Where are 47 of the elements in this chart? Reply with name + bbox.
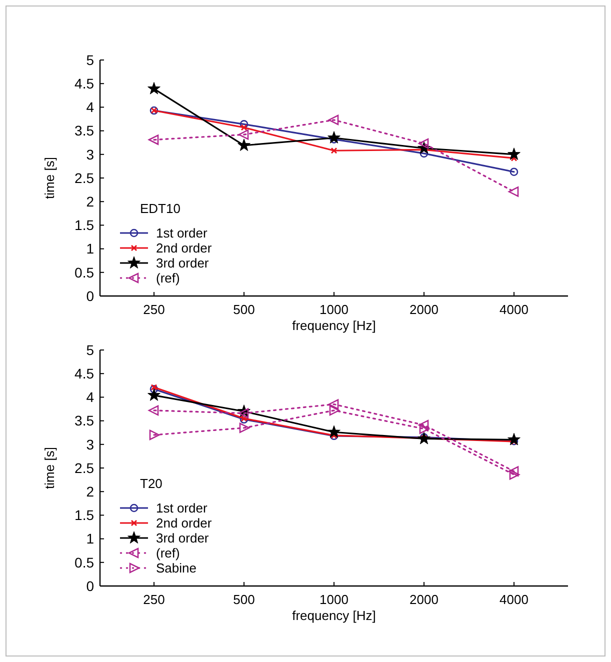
y-tick-label: 4	[86, 99, 94, 116]
y-tick-label: 2.5	[74, 460, 94, 476]
y-tick-label: 4.5	[74, 366, 94, 382]
legend-label: (ref)	[156, 270, 180, 286]
y-tick-label: 5	[86, 52, 94, 68]
y-axis-title: time [s]	[42, 157, 57, 199]
y-tick-label: 3	[86, 146, 94, 162]
x-tick-label: 500	[233, 592, 255, 607]
legend-label: 1st order	[156, 500, 208, 516]
y-tick-label: 4.5	[74, 76, 94, 92]
legend-label: Sabine	[156, 560, 196, 576]
x-tick-label: 2000	[410, 592, 438, 607]
x-tick-label: 500	[233, 302, 255, 317]
x-axis-title: frequency [Hz]	[292, 318, 376, 333]
y-tick-label: 3.5	[74, 412, 94, 429]
legend-title: EDT10	[140, 201, 180, 216]
y-tick-label: 1.5	[74, 217, 94, 234]
legend-label: 3rd order	[156, 256, 210, 271]
y-tick-label: 4	[86, 389, 94, 406]
y-tick-label: 0.5	[74, 554, 94, 570]
legend-label: 2nd order	[156, 516, 212, 531]
x-tick-label: 1000	[320, 302, 348, 317]
y-tick-label: 3	[86, 436, 94, 452]
legend-label: 3rd order	[156, 530, 210, 546]
y-tick-label: 1	[86, 530, 94, 547]
x-tick-label: 250	[143, 302, 165, 317]
legend-title: T20	[140, 476, 162, 491]
legend-label: 2nd order	[156, 240, 212, 256]
legend-label: (ref)	[156, 546, 180, 561]
x-tick-label: 250	[143, 592, 165, 607]
y-tick-label: 2	[86, 484, 94, 500]
y-tick-label: 3.5	[74, 122, 94, 139]
y-tick-label: 0	[86, 288, 94, 304]
x-tick-label: 4000	[500, 302, 528, 317]
y-tick-label: 0.5	[74, 264, 94, 280]
y-tick-label: 1	[86, 240, 94, 257]
x-tick-label: 4000	[500, 592, 528, 607]
x-tick-label: 1000	[320, 592, 348, 607]
y-tick-label: 2	[86, 194, 94, 210]
y-tick-label: 0	[86, 578, 94, 594]
legend-label: 1st order	[156, 226, 208, 241]
y-tick-label: 2.5	[74, 170, 94, 186]
x-tick-label: 2000	[410, 302, 438, 317]
y-tick-label: 1.5	[74, 507, 94, 524]
y-tick-label: 5	[86, 342, 94, 358]
y-axis-title: time [s]	[42, 447, 57, 489]
x-axis-title: frequency [Hz]	[292, 608, 376, 623]
